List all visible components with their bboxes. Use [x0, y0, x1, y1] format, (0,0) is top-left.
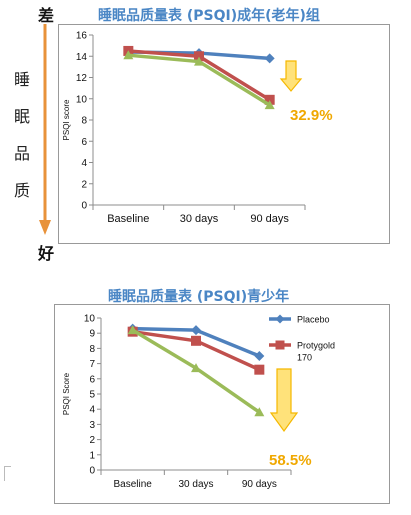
chart2-series-1-point	[254, 351, 265, 361]
chart2-series-1-point	[191, 325, 201, 336]
scale-bottom-label: 好	[38, 244, 55, 263]
chart2-title: 睡眠品质量表 (PSQI)青少年	[108, 289, 290, 305]
chart2-y-tick-label: 9	[89, 329, 95, 340]
chart1-series-3-point	[123, 50, 134, 60]
chart1-y-tick-label: 2	[81, 179, 87, 190]
chart2-y-tick-label: 10	[84, 314, 96, 325]
chart2-down-arrow-icon	[269, 368, 299, 433]
chart2-legend-label-line: Protygold	[297, 341, 335, 351]
chart2-y-tick-label: 4	[89, 405, 95, 416]
chart2-reduction-label: 58.5%	[269, 452, 312, 469]
chart1-down-arrow-icon	[279, 60, 303, 92]
scale-char-2: 眠	[14, 107, 31, 126]
chart2-y-tick-label: 0	[89, 466, 95, 477]
chart2-y-tick-label: 3	[89, 420, 95, 431]
chart1-series-3-point	[264, 100, 275, 110]
chart1-y-axis-label: PSQI score	[62, 99, 71, 140]
chart1-y-tick-label: 10	[76, 94, 88, 105]
chart1-reduction-label: 32.9%	[290, 107, 333, 124]
chart2-series-3-point	[127, 325, 138, 335]
chart1-panel: 0 2 4 6 8 10 12 14 16 Baseline 30 days 90 days PSQI …	[58, 24, 390, 244]
chart1-series-1-point	[264, 53, 275, 64]
chart1-x-tick-label: Baseline	[107, 213, 149, 225]
chart2-series-2-point	[191, 335, 201, 346]
chart1-x-tick-label: 30 days	[180, 213, 219, 225]
chart2-legend-marker-1	[275, 314, 285, 324]
chart2-series-3-point	[191, 363, 201, 373]
chart2-series-2-point	[254, 364, 265, 375]
chart1-svg: 0 2 4 6 8 10 12 14 16 Baseline 30 days 90 days PSQI …	[62, 31, 333, 226]
scale-char-4: 质	[14, 181, 31, 200]
scale-char-1: 睡	[14, 70, 31, 89]
chart2-svg: 0 1 2 3 4 5 6 7 8 9 10 Baseline 30 days 90 days PSQI S…	[62, 314, 335, 491]
chart1-series-2-point	[264, 94, 275, 105]
scale-top-label: 差	[38, 6, 55, 25]
chart1-y-tick-label: 0	[81, 201, 87, 212]
chart2-y-tick-label: 5	[89, 390, 95, 401]
chart1-y-tick-label: 6	[81, 137, 87, 148]
scale-arrow	[38, 24, 52, 236]
chart2-y-tick-label: 8	[89, 344, 95, 355]
scale-char-3: 品	[14, 144, 31, 163]
chart1-y-tick-label: 8	[81, 116, 87, 127]
chart1-y-tick-label: 12	[76, 73, 88, 84]
chart2-y-tick-label: 7	[89, 359, 95, 370]
chart1-title: 睡眠品质量表 (PSQI)成年(老年)组	[98, 8, 320, 24]
chart2-y-tick-label: 2	[89, 435, 95, 446]
chart2-series-3-point	[254, 407, 265, 417]
corner-mark	[4, 466, 11, 481]
chart1-x-tick-label: 90 days	[250, 213, 289, 225]
chart2-y-axis-label: PSQI Score	[62, 372, 71, 415]
chart2-panel: 0 1 2 3 4 5 6 7 8 9 10 Baseline 30 days 90 days PSQI S…	[54, 304, 390, 504]
chart2-legend-label-2: Protygold 170	[297, 341, 335, 363]
chart2-legend-marker-2	[275, 340, 285, 350]
chart1-series-2-point	[194, 51, 204, 62]
chart2-legend-label-line: 170	[297, 353, 312, 363]
chart1-series-3-point	[194, 56, 204, 66]
scale-arrow-head	[39, 220, 51, 235]
chart2-x-tick-label: 90 days	[242, 479, 277, 490]
chart1-y-tick-label: 16	[76, 31, 88, 42]
chart1-y-tick-label: 14	[76, 52, 88, 63]
chart2-y-tick-label: 6	[89, 374, 95, 385]
chart1-y-tick-label: 4	[81, 158, 87, 169]
scale-arrow-icon	[39, 24, 51, 235]
chart2-y-tick-label: 1	[89, 450, 95, 461]
scale-arrow-shaft	[43, 24, 47, 222]
chart2-x-tick-label: Baseline	[113, 479, 152, 490]
chart2-x-tick-label: 30 days	[178, 479, 213, 490]
chart2-legend-label-1: Placebo	[297, 315, 330, 325]
